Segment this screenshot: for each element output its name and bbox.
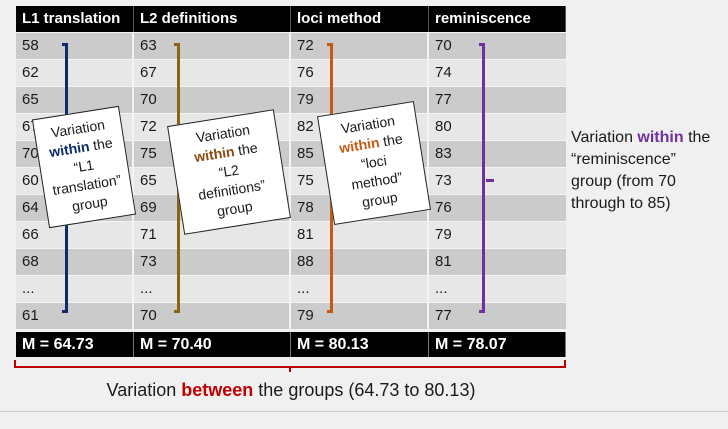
header-l1-translation: L1 translation (16, 6, 134, 32)
l2-note: Variation within the “L2 definitions” gr… (167, 109, 291, 235)
table-row: ............ (16, 276, 566, 303)
header-loci-method: loci method (291, 6, 429, 32)
cell-l1: 60 (16, 168, 134, 194)
loci-note: Variation within the “loci method” group (316, 101, 432, 225)
cell-loci: 81 (291, 222, 429, 248)
cell-loci: 72 (291, 33, 429, 59)
cell-l1: 68 (16, 249, 134, 275)
cell-l2: 67 (134, 60, 291, 86)
cell-l1: 62 (16, 60, 134, 86)
cell-reminiscence: 80 (435, 118, 452, 135)
table-row: 65 70 79 77 (16, 87, 566, 114)
cell-l2: 69 (134, 195, 291, 221)
cell-l2: 70 (134, 87, 291, 113)
mean-l2: M = 70.40 (134, 332, 291, 357)
cell-loci: ... (291, 276, 429, 302)
cell-l1: 61 (16, 303, 134, 329)
cell-l1: 65 (16, 87, 134, 113)
cell-loci: 85 (291, 141, 429, 167)
cell-reminiscence: 79 (435, 226, 452, 243)
cell-loci: 82 (291, 114, 429, 140)
cell-l2: 65 (134, 168, 291, 194)
reminiscence-bracket (479, 43, 485, 313)
between-groups-note: Variation between the groups (64.73 to 8… (106, 380, 476, 400)
cell-l2: 72 (134, 114, 291, 140)
cell-reminiscence: 77 (435, 91, 452, 108)
cell-l1: 58 (16, 33, 134, 59)
header-reminiscence: reminiscence (429, 6, 566, 32)
cell-reminiscence: 77 (435, 307, 452, 324)
cell-reminiscence: 70 (435, 37, 452, 54)
cell-l2: 70 (134, 303, 291, 329)
cell-reminiscence: 73 (435, 172, 452, 189)
cell-l2: 73 (134, 249, 291, 275)
table-row: 61 70 79 77 (16, 303, 566, 330)
cell-reminiscence: ... (435, 280, 448, 297)
cell-reminiscence: 83 (435, 145, 452, 162)
table-row: 62 67 76 74 (16, 60, 566, 87)
mean-loci: M = 80.13 (291, 332, 429, 357)
mean-l1: M = 64.73 (16, 332, 134, 357)
cell-loci: 75 (291, 168, 429, 194)
cell-reminiscence: 74 (435, 64, 452, 81)
scores-table: L1 translation L2 definitions loci metho… (16, 6, 566, 358)
between-groups-brace-tick (289, 366, 291, 372)
table-header: L1 translation L2 definitions loci metho… (16, 6, 566, 33)
reminiscence-bracket-tick (486, 179, 494, 182)
cell-l2: ... (134, 276, 291, 302)
cell-loci: 79 (291, 303, 429, 329)
cell-l2: 63 (134, 33, 291, 59)
header-l2-definitions: L2 definitions (134, 6, 291, 32)
mean-reminiscence: M = 78.07 (429, 332, 566, 357)
table-row: 58 63 72 70 (16, 33, 566, 60)
cell-l2: 71 (134, 222, 291, 248)
cell-reminiscence: 76 (435, 199, 452, 216)
table-row: 66 71 81 79 (16, 222, 566, 249)
cell-loci: 79 (291, 87, 429, 113)
table-row: 68 73 88 81 (16, 249, 566, 276)
l1-note: Variation within the “L1 translation” gr… (31, 105, 137, 229)
reminiscence-note: Variation within the “reminiscence” grou… (571, 129, 711, 212)
bottom-divider (0, 411, 728, 412)
cell-l1: 66 (16, 222, 134, 248)
cell-loci: 88 (291, 249, 429, 275)
cell-l1: 70 (16, 141, 134, 167)
cell-l1: ... (16, 276, 134, 302)
means-row: M = 64.73 M = 70.40 M = 80.13 M = 78.07 (16, 332, 566, 358)
cell-l2: 75 (134, 141, 291, 167)
cell-reminiscence: 81 (435, 253, 452, 270)
cell-loci: 76 (291, 60, 429, 86)
